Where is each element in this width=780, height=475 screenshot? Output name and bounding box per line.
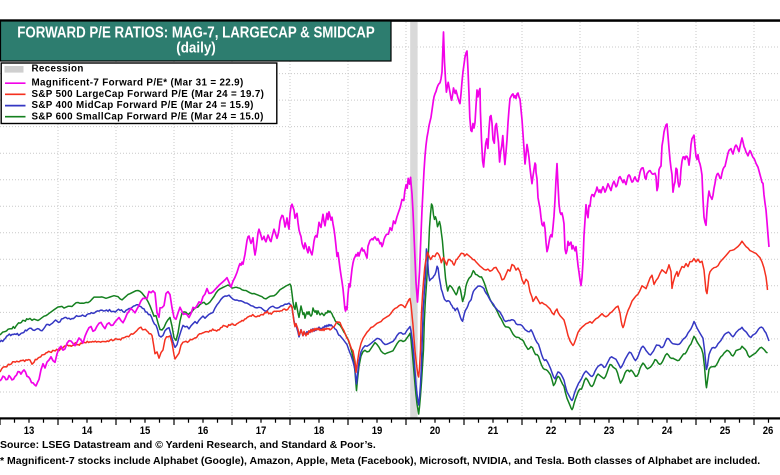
svg-text:Recession: Recession	[32, 64, 84, 75]
svg-text:S&P 500 LargeCap Forward P/E (: S&P 500 LargeCap Forward P/E (Mar 24 = 1…	[32, 89, 265, 100]
svg-text:* Magnificent-7 stocks include: * Magnificent-7 stocks include Alphabet …	[0, 455, 760, 467]
svg-text:FORWARD P/E RATIOS: MAG-7, LAR: FORWARD P/E RATIOS: MAG-7, LARGECAP & SM…	[17, 24, 375, 41]
svg-text:(daily): (daily)	[176, 41, 216, 57]
svg-text:19: 19	[372, 425, 383, 437]
svg-text:22: 22	[546, 425, 557, 437]
svg-text:Magnificent-7 Forward P/E* (Ma: Magnificent-7 Forward P/E* (Mar 31 = 22.…	[32, 78, 244, 89]
svg-text:21: 21	[488, 425, 499, 437]
svg-text:14: 14	[82, 425, 93, 437]
svg-text:25: 25	[720, 425, 731, 437]
svg-text:18: 18	[314, 425, 325, 437]
svg-text:15: 15	[140, 425, 151, 437]
svg-text:23: 23	[604, 425, 615, 437]
svg-text:S&P 400 MidCap Forward P/E (Ma: S&P 400 MidCap Forward P/E (Mar 24 = 15.…	[32, 100, 254, 111]
svg-text:17: 17	[256, 425, 267, 437]
svg-text:13: 13	[24, 425, 35, 437]
svg-text:Source: LSEG Datastream and ©: Source: LSEG Datastream and © Yardeni Re…	[0, 439, 376, 451]
svg-text:26: 26	[763, 425, 774, 437]
svg-text:S&P 600 SmallCap Forward P/E (: S&P 600 SmallCap Forward P/E (Mar 24 = 1…	[32, 112, 264, 123]
svg-text:16: 16	[198, 425, 209, 437]
svg-text:20: 20	[430, 425, 441, 437]
svg-text:24: 24	[662, 425, 673, 437]
